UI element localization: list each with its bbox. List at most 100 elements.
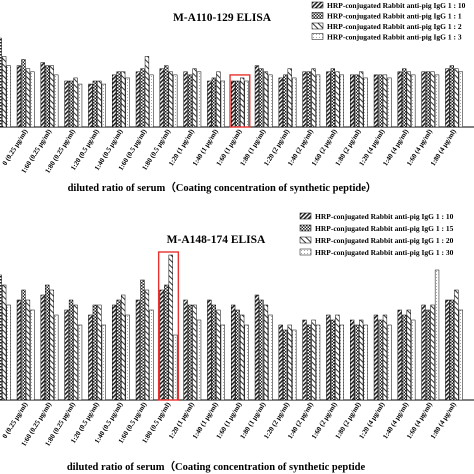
chart-title: M-A110-129 ELISA <box>173 12 272 24</box>
bar <box>16 299 22 401</box>
chart-m-a148-174: M-A148-174 ELISA 0 (0.25 μg/ml)1:60 (0.2… <box>0 212 474 473</box>
tick-labels-group: 0 (0.25 μg/ml)1:60 (0.25 μg/ml)1:80 (0.2… <box>1 400 458 448</box>
bar <box>382 74 388 128</box>
bar <box>240 314 245 401</box>
bar <box>445 299 450 401</box>
bar <box>125 314 130 401</box>
legend-label: HRP-conjugated Rabbit anti-pig IgG 1 : 2… <box>315 236 454 245</box>
bar <box>101 83 106 128</box>
bar <box>434 269 440 401</box>
bar <box>378 74 383 128</box>
bar <box>187 74 193 128</box>
bar <box>430 71 435 128</box>
highlight-box <box>229 74 251 128</box>
bar <box>30 309 35 401</box>
bar <box>159 68 164 128</box>
bar <box>311 68 316 128</box>
bar <box>92 80 97 128</box>
bar <box>283 329 288 401</box>
bar <box>149 74 154 128</box>
bar <box>116 71 121 128</box>
bar <box>231 304 236 401</box>
bar <box>434 74 440 128</box>
bar <box>135 71 141 128</box>
bar <box>421 304 426 401</box>
bar <box>382 314 388 401</box>
bar <box>373 74 379 128</box>
bar <box>173 74 178 128</box>
bar <box>421 71 426 128</box>
bar <box>192 68 197 128</box>
bar <box>235 309 240 401</box>
bar <box>302 71 307 128</box>
bar <box>112 74 117 128</box>
chart-title: M-A148-174 ELISA <box>167 234 266 246</box>
bar <box>263 304 269 401</box>
legend-label: HRP-conjugated Rabbit anti-pig IgG 1 : 2 <box>327 22 462 31</box>
bar <box>359 71 364 128</box>
bar <box>231 80 236 128</box>
bar <box>192 304 197 401</box>
bar <box>350 74 355 128</box>
bar <box>445 68 450 128</box>
bar <box>144 56 150 128</box>
tick-label: 1:80 (4 μg/ml) <box>429 400 458 440</box>
bar <box>73 304 78 401</box>
legend-swatch <box>311 33 324 40</box>
bar <box>302 319 307 401</box>
bar <box>235 80 240 128</box>
bar <box>30 71 35 128</box>
bar <box>16 65 22 128</box>
bar <box>207 299 212 401</box>
bar <box>6 65 11 128</box>
bar <box>350 319 355 401</box>
bar <box>387 324 392 401</box>
bar <box>306 324 312 401</box>
bar <box>449 65 455 128</box>
bar <box>311 319 316 401</box>
legend-label: HRP-conjugated Rabbit anti-pig IgG 1 : 3 <box>327 33 462 42</box>
bar <box>73 77 78 128</box>
bar <box>101 324 106 401</box>
bar <box>88 83 93 128</box>
bar <box>140 68 145 128</box>
bar <box>339 74 345 128</box>
bar <box>363 324 368 401</box>
bar <box>168 254 173 401</box>
bar <box>97 304 102 401</box>
bar <box>21 289 26 401</box>
bars-group <box>0 251 464 401</box>
bar <box>54 314 59 401</box>
bar <box>88 314 93 401</box>
legend-swatch <box>311 22 324 30</box>
bar <box>149 309 154 401</box>
tick-label: 1:80 (4 μg/ml) <box>429 127 458 167</box>
bar <box>263 71 269 128</box>
bar <box>287 324 292 401</box>
bar <box>378 319 383 401</box>
bar <box>183 299 188 401</box>
bar <box>211 77 216 128</box>
bar <box>278 77 283 128</box>
bar <box>292 329 297 401</box>
bar <box>387 77 392 128</box>
bar <box>244 324 249 401</box>
bar <box>2 56 7 128</box>
bar <box>339 324 345 401</box>
bar <box>330 68 336 128</box>
bar <box>315 324 321 401</box>
bar <box>77 83 83 128</box>
bar <box>326 71 331 128</box>
bar <box>406 71 411 128</box>
bar <box>0 274 2 401</box>
legend-swatch <box>299 248 312 256</box>
bar <box>116 299 121 401</box>
x-axis-label: diluted ratio of serum（Coating concentra… <box>68 181 377 194</box>
bar <box>68 80 74 128</box>
bar <box>159 289 164 401</box>
bar <box>283 74 288 128</box>
bar <box>49 65 54 128</box>
bar <box>216 309 221 401</box>
bar <box>135 299 141 401</box>
bar <box>40 62 45 128</box>
